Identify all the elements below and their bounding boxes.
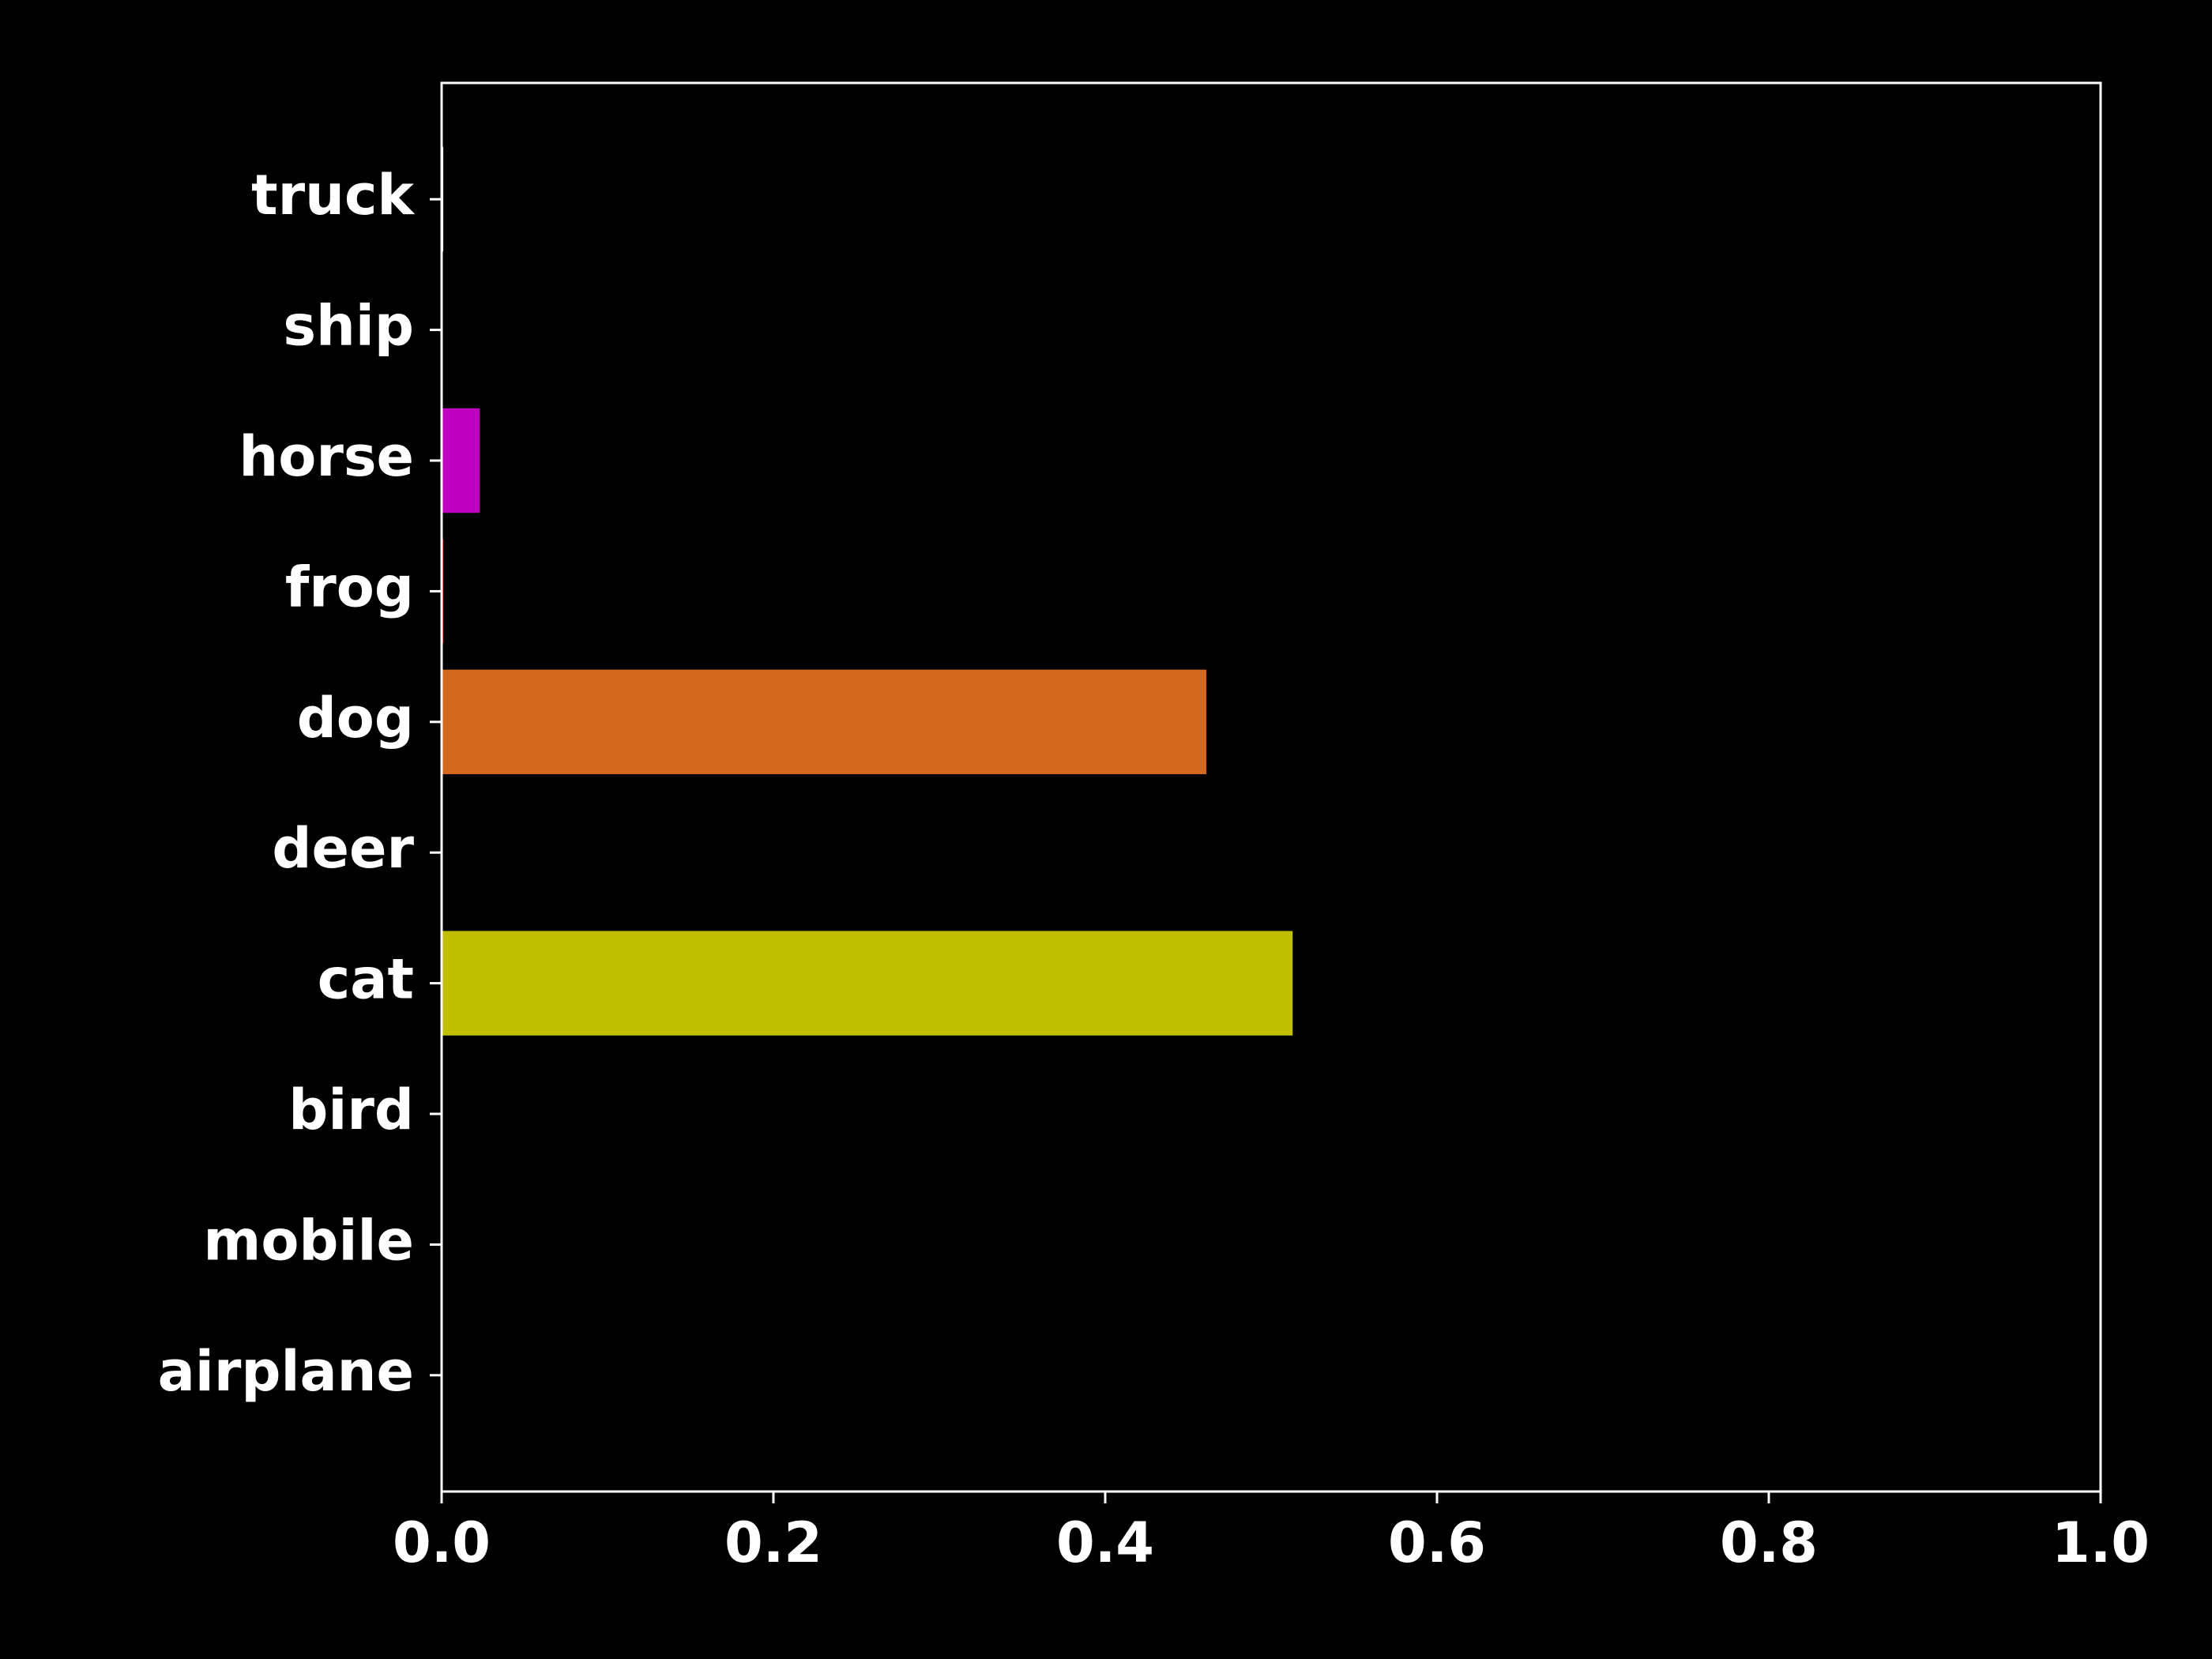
y-tick-label: frog (285, 555, 414, 619)
y-tick-label: airplane (158, 1339, 414, 1404)
x-tick-label: 0.6 (1388, 1510, 1486, 1575)
y-tick-label: horse (239, 424, 414, 489)
x-tick-label: 0.8 (1720, 1510, 1818, 1575)
bar (442, 931, 1293, 1036)
y-tick-label: deer (272, 816, 414, 881)
x-tick-label: 0.4 (1056, 1510, 1154, 1575)
y-tick-label: bird (288, 1078, 414, 1142)
x-tick-label: 0.2 (724, 1510, 822, 1575)
plot-frame (440, 81, 2102, 1493)
x-tick-label: 0.0 (393, 1510, 491, 1575)
bar (442, 408, 480, 514)
bar (442, 669, 1207, 774)
y-tick-label: mobile (203, 1208, 414, 1273)
y-tick-label: truck (251, 163, 415, 228)
y-tick-label: dog (297, 686, 414, 750)
x-tick-label: 1.0 (2052, 1510, 2150, 1575)
y-tick-label: ship (283, 294, 414, 359)
y-tick-label: cat (318, 947, 414, 1012)
